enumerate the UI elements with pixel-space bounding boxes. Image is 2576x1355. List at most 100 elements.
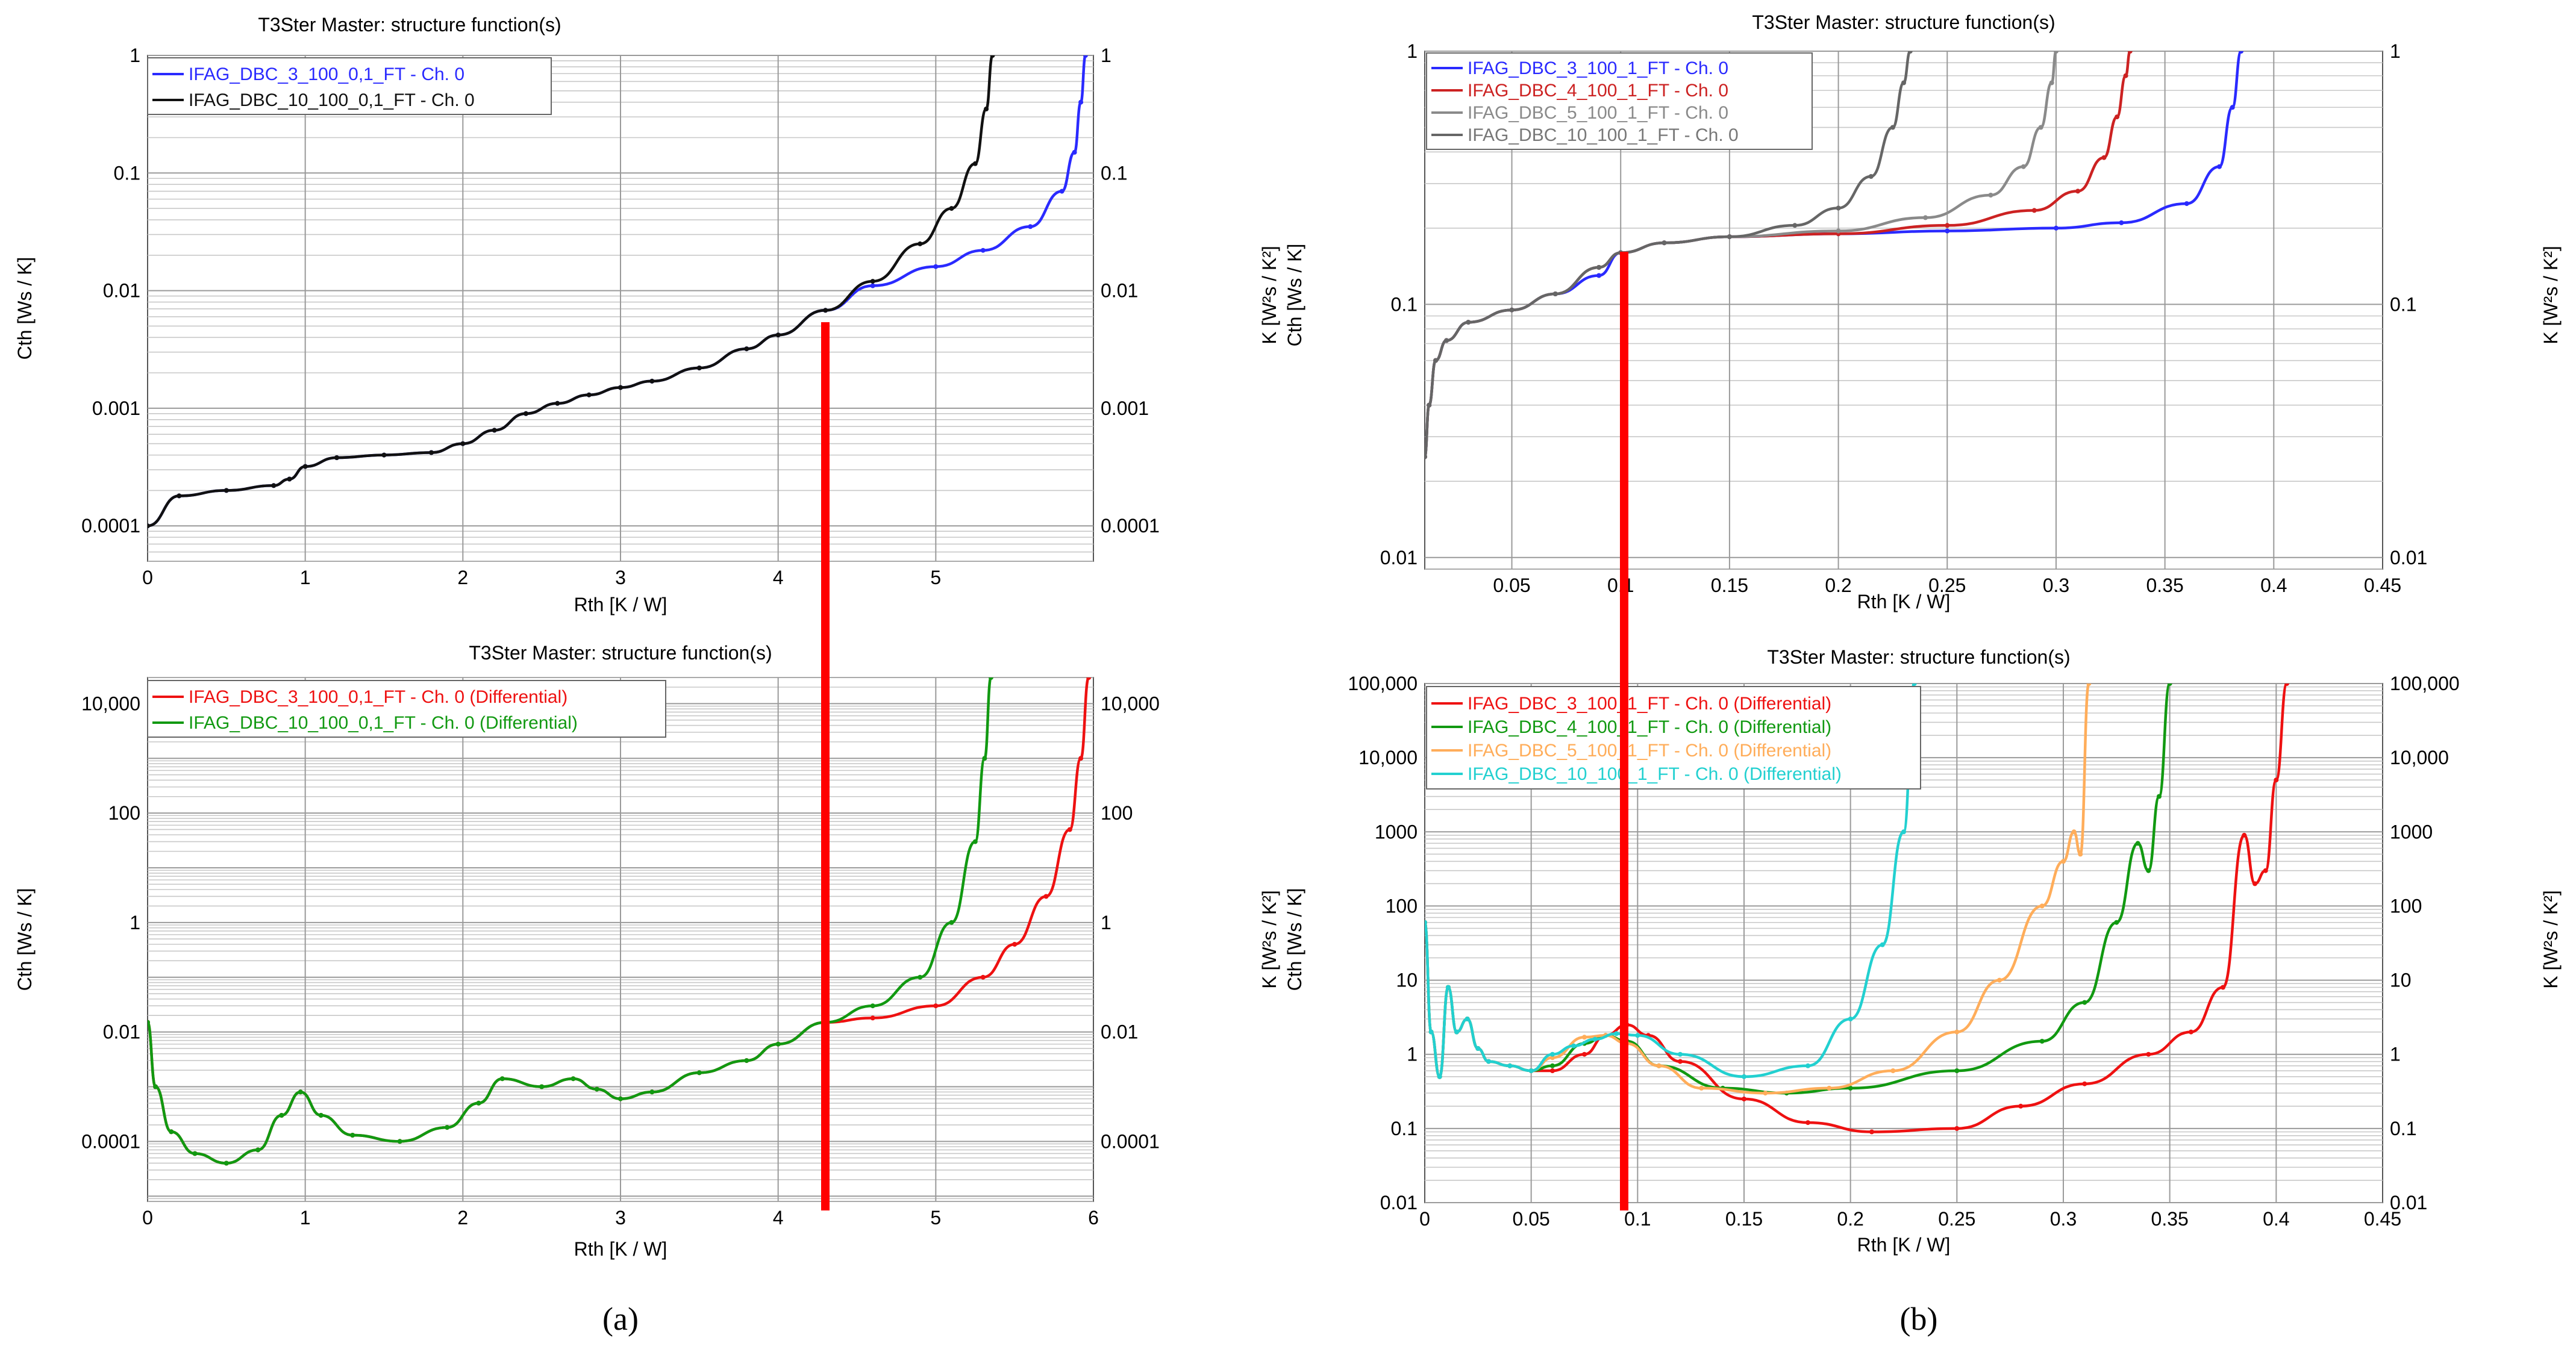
x-tick-label: 6 — [1088, 1207, 1099, 1229]
y-tick-label-right: 0.01 — [2390, 1192, 2427, 1213]
data-point — [933, 264, 939, 269]
x-tick-label: 3 — [615, 567, 626, 588]
y-tick-label: 0.1 — [114, 162, 140, 184]
data-point — [1552, 291, 1558, 296]
data-point — [2114, 920, 2119, 925]
x-tick-label: 0 — [142, 1207, 153, 1229]
data-point — [586, 392, 592, 397]
data-point — [318, 1113, 324, 1118]
data-point — [933, 1003, 939, 1009]
x-tick-label: 5 — [930, 1207, 941, 1229]
y-tick-label-right: 1000 — [2390, 821, 2433, 843]
data-point — [1662, 240, 1667, 246]
panel-a-bottom-ylabel: Cth [Ws / K] — [14, 888, 36, 991]
data-point — [1550, 1063, 1555, 1068]
legend-item: IFAG_DBC_4_100_1_FT - Ch. 0 — [1468, 81, 1728, 101]
legend-item: IFAG_DBC_5_100_1_FT - Ch. 0 (Differentia… — [1468, 741, 1831, 761]
data-point — [2230, 105, 2235, 110]
data-point — [1836, 205, 1841, 211]
data-point — [1890, 1068, 1896, 1073]
data-point — [1507, 1063, 1513, 1068]
data-point — [1805, 1063, 1810, 1068]
panel-a-bottom: T3Ster Master: structure function(s) 0 1 2… — [14, 642, 1160, 1260]
data-point — [2146, 868, 2151, 873]
data-point — [1086, 678, 1092, 680]
data-point — [1596, 273, 1602, 278]
y-tick-label: 0.001 — [92, 397, 140, 419]
legend-box — [147, 57, 552, 115]
x-tick-label: 0.15 — [1725, 1208, 1763, 1230]
data-point — [2123, 73, 2128, 78]
panel-b-bottom-ylabel: Cth [Ws / K] — [1284, 888, 1305, 991]
y-tick-label-right: 0.0001 — [1101, 1130, 1160, 1152]
panel-b-bottom-legend: IFAG_DBC_3_100_1_FT - Ch. 0 (Differentia… — [1426, 686, 1921, 790]
data-point — [2038, 125, 2043, 130]
data-point — [1550, 1051, 1555, 1057]
x-tick-label: 1 — [300, 1207, 311, 1229]
y-tick-label: 0.0001 — [81, 1130, 140, 1152]
legend-box — [147, 680, 666, 738]
data-point — [1635, 1033, 1640, 1038]
data-point — [1437, 1074, 1442, 1079]
panel-b-top: T3Ster Master: structure function(s) 0.0… — [1258, 11, 2562, 612]
data-point — [982, 756, 987, 761]
x-tick-label: 0.05 — [1493, 575, 1530, 596]
data-point — [1988, 193, 1993, 198]
data-point — [1067, 827, 1072, 832]
data-point — [1880, 942, 1885, 947]
x-tick-label: 1 — [300, 567, 311, 588]
data-point — [298, 1089, 303, 1095]
y-tick-label: 1 — [130, 45, 140, 66]
data-point — [918, 974, 923, 980]
panel-a-top-legend: IFAG_DBC_3_100_0,1_FT - Ch. 0 IFAG_DBC_1… — [147, 57, 552, 115]
data-point — [949, 206, 954, 211]
data-point — [2054, 51, 2059, 54]
data-point — [2078, 852, 2083, 857]
x-tick-label: 0.4 — [2263, 1208, 2289, 1230]
data-point — [381, 452, 387, 458]
data-point — [499, 1076, 505, 1082]
data-point — [1614, 1031, 1619, 1036]
data-point — [2189, 1029, 2193, 1035]
data-point — [224, 1160, 229, 1166]
data-point — [524, 411, 528, 416]
y-tick-label: 1 — [1407, 1044, 1418, 1065]
data-point — [279, 1113, 284, 1118]
x-tick-label: 0.45 — [2364, 575, 2401, 596]
data-point — [696, 1070, 702, 1076]
data-point — [1582, 1051, 1587, 1057]
data-point — [1444, 338, 1449, 343]
data-point — [1901, 829, 1906, 835]
data-point — [1836, 228, 1841, 234]
data-point — [2167, 684, 2172, 686]
panel-a-top: T3Ster Master: structure function(s) 0 1 2… — [14, 14, 1160, 615]
data-point — [334, 455, 339, 460]
x-tick-label: 2 — [457, 567, 468, 588]
data-point — [2075, 188, 2081, 194]
data-point — [2127, 51, 2133, 54]
data-point — [476, 1100, 481, 1106]
x-tick-label: 0.35 — [2146, 575, 2183, 596]
legend-item: IFAG_DBC_5_100_1_FT - Ch. 0 — [1468, 103, 1728, 123]
x-tick-label: 0.05 — [1513, 1208, 1550, 1230]
data-point — [1923, 215, 1928, 220]
x-tick-label: 0.2 — [1825, 575, 1851, 596]
data-point — [1078, 99, 1084, 105]
data-point — [2031, 208, 2037, 213]
legend-item: IFAG_DBC_3_100_1_FT - Ch. 0 (Differentia… — [1468, 694, 1831, 714]
data-point — [2284, 684, 2289, 686]
data-point — [153, 1084, 158, 1089]
data-point — [972, 839, 978, 844]
panel-a-top-title: T3Ster Master: structure function(s) — [258, 14, 561, 36]
data-point — [2086, 684, 2092, 686]
legend-item: IFAG_DBC_3_100_0,1_FT - Ch. 0 (Different… — [189, 687, 567, 707]
data-point — [1465, 1017, 1470, 1021]
legend-box — [1426, 52, 1813, 150]
x-tick-label: 0.3 — [2043, 575, 2069, 596]
data-point — [2082, 1000, 2087, 1005]
y-tick-label: 10 — [1396, 970, 1418, 991]
data-point — [775, 1041, 781, 1047]
y-tick-label-right: 1 — [2390, 1044, 2401, 1065]
data-point — [990, 55, 995, 58]
